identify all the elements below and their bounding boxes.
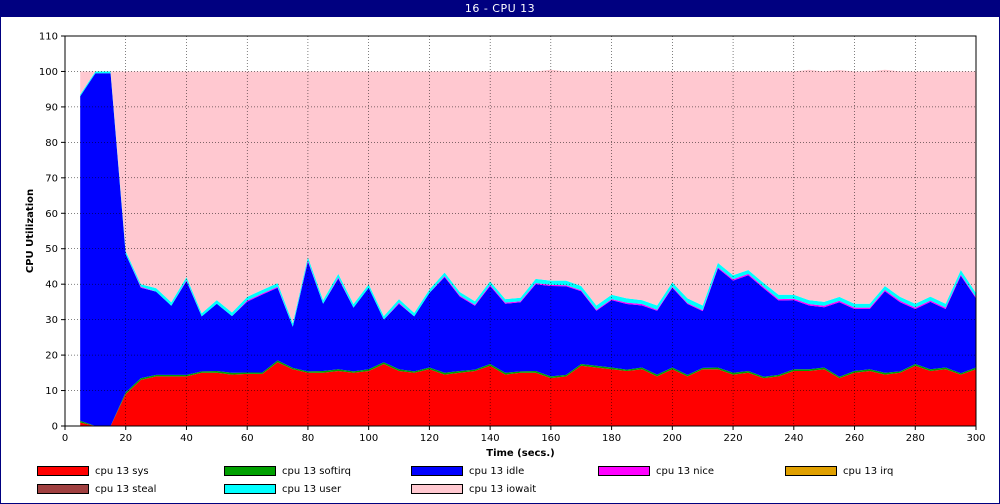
x-axis-title: Time (secs.) bbox=[486, 448, 555, 459]
series-area-0 bbox=[80, 362, 976, 426]
legend-swatch bbox=[411, 484, 463, 494]
legend-swatch bbox=[37, 484, 89, 494]
y-tick-label: 40 bbox=[45, 280, 58, 291]
legend-item: cpu 13 steal bbox=[37, 484, 156, 498]
y-tick-label: 0 bbox=[52, 422, 58, 433]
y-tick-label: 10 bbox=[45, 386, 58, 397]
series-area-2 bbox=[80, 73, 976, 426]
legend-label: cpu 13 irq bbox=[843, 466, 894, 477]
legend-swatch bbox=[598, 466, 650, 476]
y-tick-label: 70 bbox=[45, 173, 58, 184]
x-tick-label: 60 bbox=[241, 433, 254, 444]
x-tick-label: 180 bbox=[602, 433, 621, 444]
legend-item: cpu 13 idle bbox=[411, 466, 524, 480]
x-tick-label: 220 bbox=[724, 433, 743, 444]
legend-item: cpu 13 irq bbox=[785, 466, 893, 480]
legend-swatch bbox=[785, 466, 837, 476]
legend-label: cpu 13 sys bbox=[95, 466, 149, 477]
y-axis-title: CPU Utilization bbox=[25, 189, 36, 273]
y-tick-label: 20 bbox=[45, 351, 58, 362]
legend-label: cpu 13 steal bbox=[95, 484, 157, 495]
y-tick-label: 80 bbox=[45, 138, 58, 149]
y-tick-label: 50 bbox=[45, 244, 58, 255]
legend-label: cpu 13 nice bbox=[656, 466, 715, 477]
legend-item: cpu 13 iowait bbox=[411, 484, 536, 498]
legend-swatch bbox=[411, 466, 463, 476]
x-tick-label: 140 bbox=[481, 433, 500, 444]
x-tick-label: 100 bbox=[359, 433, 378, 444]
legend-item: cpu 13 sys bbox=[37, 466, 149, 480]
x-tick-label: 240 bbox=[784, 433, 803, 444]
chart-title: 16 - CPU 13 bbox=[0, 0, 1000, 17]
x-tick-label: 280 bbox=[906, 433, 925, 444]
x-tick-label: 0 bbox=[62, 433, 68, 444]
legend-item: cpu 13 nice bbox=[598, 466, 714, 480]
series-area-6 bbox=[80, 71, 976, 327]
chart-legend: cpu 13 sys cpu 13 softirq cpu 13 idle cpu 1… bbox=[0, 462, 1000, 502]
legend-label: cpu 13 iowait bbox=[469, 484, 537, 495]
x-tick-label: 40 bbox=[180, 433, 193, 444]
plot-border bbox=[64, 35, 977, 427]
series-area-7 bbox=[80, 69, 976, 324]
legend-swatch bbox=[37, 466, 89, 476]
y-tick-label: 110 bbox=[39, 32, 58, 43]
legend-swatch bbox=[224, 484, 276, 494]
x-tick-label: 120 bbox=[420, 433, 439, 444]
legend-item: cpu 13 softirq bbox=[224, 466, 351, 480]
x-tick-label: 260 bbox=[845, 433, 864, 444]
x-tick-label: 200 bbox=[663, 433, 682, 444]
x-tick-label: 300 bbox=[966, 433, 985, 444]
x-tick-label: 160 bbox=[541, 433, 560, 444]
legend-label: cpu 13 idle bbox=[469, 466, 525, 477]
legend-label: cpu 13 softirq bbox=[282, 466, 351, 477]
legend-label: cpu 13 user bbox=[282, 484, 342, 495]
legend-swatch bbox=[224, 466, 276, 476]
x-tick-label: 20 bbox=[119, 433, 132, 444]
y-tick-label: 90 bbox=[45, 102, 58, 113]
y-tick-label: 100 bbox=[39, 67, 58, 78]
y-tick-label: 60 bbox=[45, 209, 58, 220]
y-tick-label: 30 bbox=[45, 315, 58, 326]
legend-item: cpu 13 user bbox=[224, 484, 341, 498]
x-tick-label: 80 bbox=[302, 433, 315, 444]
